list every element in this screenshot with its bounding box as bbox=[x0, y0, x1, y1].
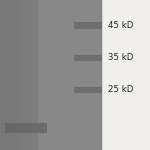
Bar bbox=[33, 0, 36, 150]
Bar bbox=[18, 0, 20, 150]
Bar bbox=[74, 87, 102, 93]
Text: 45 kD: 45 kD bbox=[108, 21, 133, 30]
Bar bbox=[8, 0, 10, 150]
Bar bbox=[74, 22, 102, 29]
Bar bbox=[0, 0, 3, 150]
Bar bbox=[26, 0, 28, 150]
Bar bbox=[5, 0, 8, 150]
Text: 35 kD: 35 kD bbox=[108, 53, 133, 62]
Bar bbox=[0, 0, 102, 150]
Bar bbox=[10, 0, 13, 150]
Bar bbox=[36, 0, 38, 150]
Bar bbox=[4, 123, 47, 133]
Bar bbox=[74, 55, 102, 61]
Bar bbox=[3, 0, 5, 150]
Bar bbox=[20, 0, 23, 150]
Bar bbox=[15, 0, 18, 150]
Bar bbox=[31, 0, 33, 150]
Bar bbox=[13, 0, 15, 150]
Bar bbox=[28, 0, 31, 150]
Text: 25 kD: 25 kD bbox=[108, 85, 133, 94]
Bar bbox=[23, 0, 26, 150]
